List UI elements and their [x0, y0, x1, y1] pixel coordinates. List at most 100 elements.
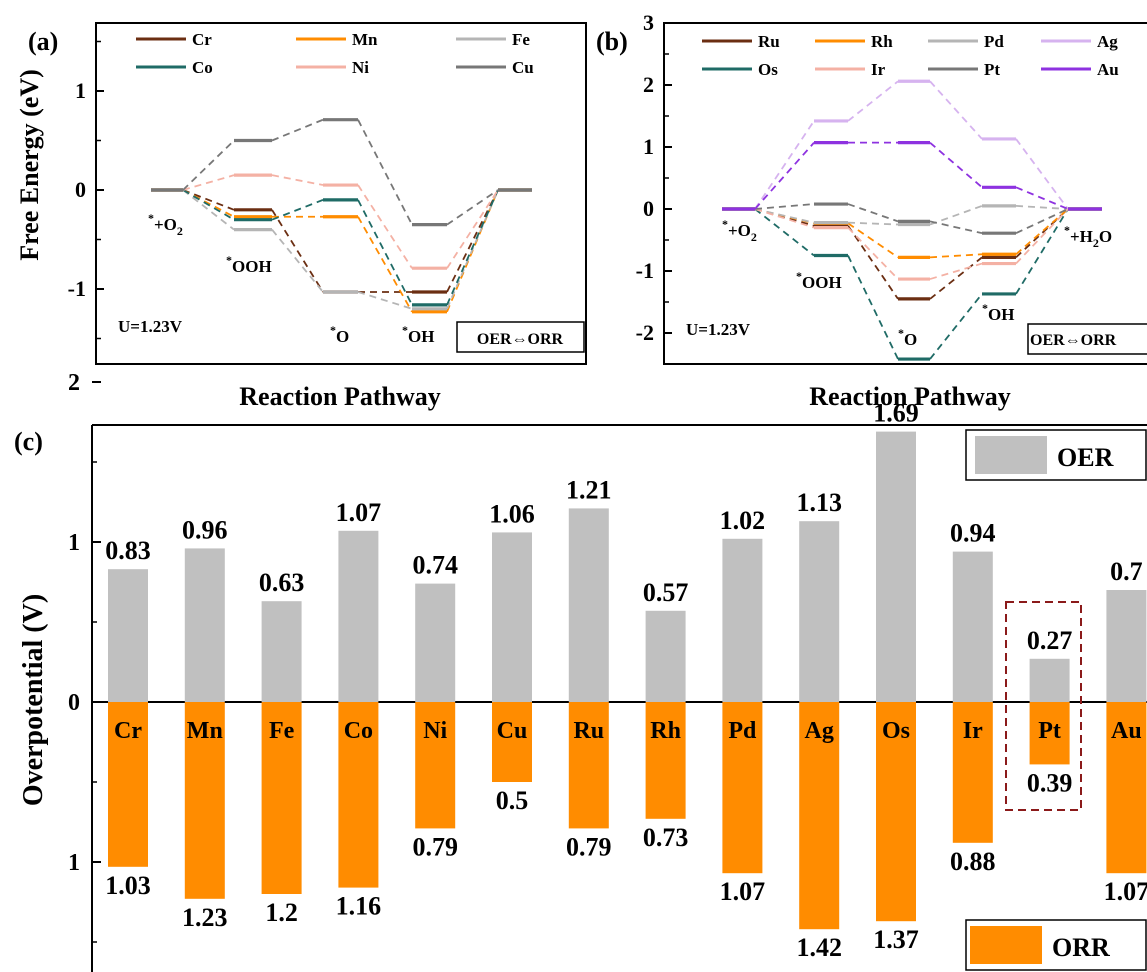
connector-Au-4: [1015, 186, 1069, 210]
connector-Ru-2: [847, 225, 899, 300]
panel-a-step-ooh: *OOH: [226, 253, 272, 276]
category-label-Ag: Ag: [805, 718, 834, 744]
oer-legend-label: OER: [1057, 443, 1114, 472]
orr-bar-Co: [338, 702, 379, 888]
connector-Co-4: [446, 189, 499, 306]
connector-Pd-2: [847, 221, 899, 226]
legend-label-Cu: Cu: [512, 58, 534, 77]
connector-Cu-4: [446, 189, 499, 226]
oer-bar-Au: [1106, 590, 1147, 702]
oer-value-Pd: 1.02: [720, 506, 766, 535]
connector-Ag-2: [847, 80, 899, 122]
orr-legend-swatch: [970, 926, 1042, 964]
panel-a-box-label: OER⇔ORR: [477, 331, 564, 348]
oer-bar-Ru: [568, 508, 609, 702]
connector-Mn-1: [182, 189, 235, 218]
category-label-Cu: Cu: [497, 718, 528, 744]
c-y-tick-label-1: 1: [68, 530, 80, 556]
legend-label-Pd: Pd: [984, 32, 1004, 51]
panel-a-label: (a): [28, 27, 58, 56]
orr-value-Ni: 0.79: [412, 832, 458, 861]
y-tick-label-4: -1: [636, 258, 654, 283]
panel-c-label: (c): [14, 427, 43, 456]
legend-label-Pt: Pt: [984, 60, 1000, 79]
orr-value-Au: 1.07: [1104, 877, 1147, 906]
orr-bar-Pd: [722, 702, 763, 874]
oer-bar-Co: [338, 530, 379, 702]
series-Au: [722, 141, 1102, 211]
connector-Ir-4: [1015, 208, 1069, 265]
panel-a-ylabel: Free Energy (eV): [15, 69, 44, 261]
connector-Ag-4: [1015, 138, 1069, 210]
panel-b-box: [1027, 323, 1147, 355]
oer-value-Rh: 0.57: [643, 578, 689, 607]
connector-Au-3: [929, 141, 983, 188]
legend-label-Au: Au: [1097, 60, 1119, 79]
category-label-Ir: Ir: [963, 718, 983, 744]
orr-bar-Cr: [108, 702, 148, 867]
panel-b-xlabel: Reaction Pathway: [809, 382, 1010, 411]
category-label-Pt: Pt: [1038, 718, 1061, 744]
oer-value-Mn: 0.96: [182, 515, 228, 544]
connector-Cu-2: [271, 118, 324, 142]
legend-label-Mn: Mn: [352, 30, 378, 49]
orr-bar-Rh: [645, 702, 686, 819]
orr-value-Co: 1.16: [336, 892, 382, 921]
y-tick-label-0: 3: [643, 10, 654, 35]
orr-value-Cr: 1.03: [105, 871, 151, 900]
category-label-Rh: Rh: [650, 718, 681, 744]
connector-Ir-3: [929, 262, 983, 280]
connector-Fe-2: [271, 229, 324, 293]
connector-Ni-1: [182, 174, 235, 191]
orr-bar-Ag: [799, 702, 840, 930]
connector-Ni-3: [357, 184, 413, 269]
legend-label-Co: Co: [192, 58, 213, 77]
oer-value-Cu: 1.06: [489, 499, 535, 528]
orr-value-Os: 1.37: [873, 925, 919, 954]
connector-Fe-3: [357, 291, 413, 310]
oer-bar-Fe: [261, 601, 302, 702]
panel-a-condition-label: U=1.23V: [118, 317, 183, 336]
legend-label-Ir: Ir: [871, 60, 886, 79]
panel-c-ylabel: Overpotential (V): [18, 594, 49, 806]
category-label-Au: Au: [1111, 718, 1142, 744]
orr-legend-label: ORR: [1052, 933, 1110, 962]
oer-bar-Cr: [108, 569, 148, 702]
series-Ni: [151, 173, 532, 270]
connector-Pt-3: [929, 220, 983, 235]
pt-highlight-box: [1005, 601, 1082, 811]
orr-bar-Ni: [415, 702, 456, 829]
y-tick-label-1: 0: [75, 177, 86, 202]
orr-value-Fe: 1.2: [265, 898, 298, 927]
panel-b-step-h2o: *+H2O: [1064, 223, 1112, 250]
connector-Ni-2: [271, 174, 324, 186]
oer-value-Fe: 0.63: [259, 568, 305, 597]
panel-b-condition-label: U=1.23V: [686, 320, 751, 339]
orr-value-Pt: 0.39: [1027, 768, 1073, 797]
orr-value-Ir: 0.88: [950, 847, 996, 876]
orr-value-Rh: 0.73: [643, 823, 689, 852]
legend-label-Rh: Rh: [871, 32, 893, 51]
legend-label-Ru: Ru: [758, 32, 780, 51]
panel-b-box-label: OER⇔ORR: [1030, 332, 1117, 349]
connector-Pd-4: [1015, 205, 1069, 210]
connector-Ag-3: [929, 80, 983, 140]
orr-value-Cu: 0.5: [496, 786, 529, 815]
oer-bar-Ni: [415, 583, 456, 702]
panel-b-label: (b): [596, 27, 628, 56]
legend-label-Os: Os: [758, 60, 778, 79]
orr-value-Ru: 0.79: [566, 832, 612, 861]
connector-Ir-1: [754, 208, 815, 229]
panel-b-step-oh: *OH: [982, 301, 1014, 324]
panel-b-step-o: *O: [898, 326, 917, 349]
oer-bar-Ir: [952, 551, 993, 702]
connector-Os-3: [929, 293, 983, 360]
oer-value-Ir: 0.94: [950, 519, 996, 548]
category-label-Mn: Mn: [187, 718, 223, 744]
panel-b-frame: [663, 22, 1147, 365]
oer-value-Os: 1.69: [873, 399, 919, 428]
category-label-Ru: Ru: [573, 718, 604, 744]
oer-value-Pt: 0.27: [1027, 626, 1073, 655]
category-label-Fe: Fe: [269, 718, 295, 744]
orr-bar-Ru: [568, 702, 609, 829]
